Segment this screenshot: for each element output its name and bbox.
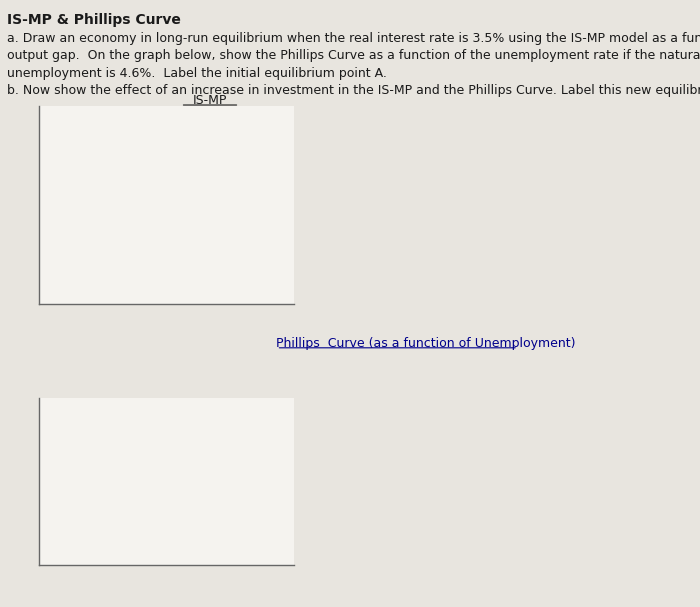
FancyBboxPatch shape xyxy=(38,106,294,304)
Text: IS-MP & Phillips Curve: IS-MP & Phillips Curve xyxy=(7,13,181,27)
Text: a. Draw an economy in long-run equilibrium when the real interest rate is 3.5% u: a. Draw an economy in long-run equilibri… xyxy=(7,32,700,97)
Text: IS-MP: IS-MP xyxy=(193,94,228,107)
Text: Phillips  Curve (as a function of Unemployment): Phillips Curve (as a function of Unemplo… xyxy=(276,337,576,350)
FancyBboxPatch shape xyxy=(38,398,294,565)
